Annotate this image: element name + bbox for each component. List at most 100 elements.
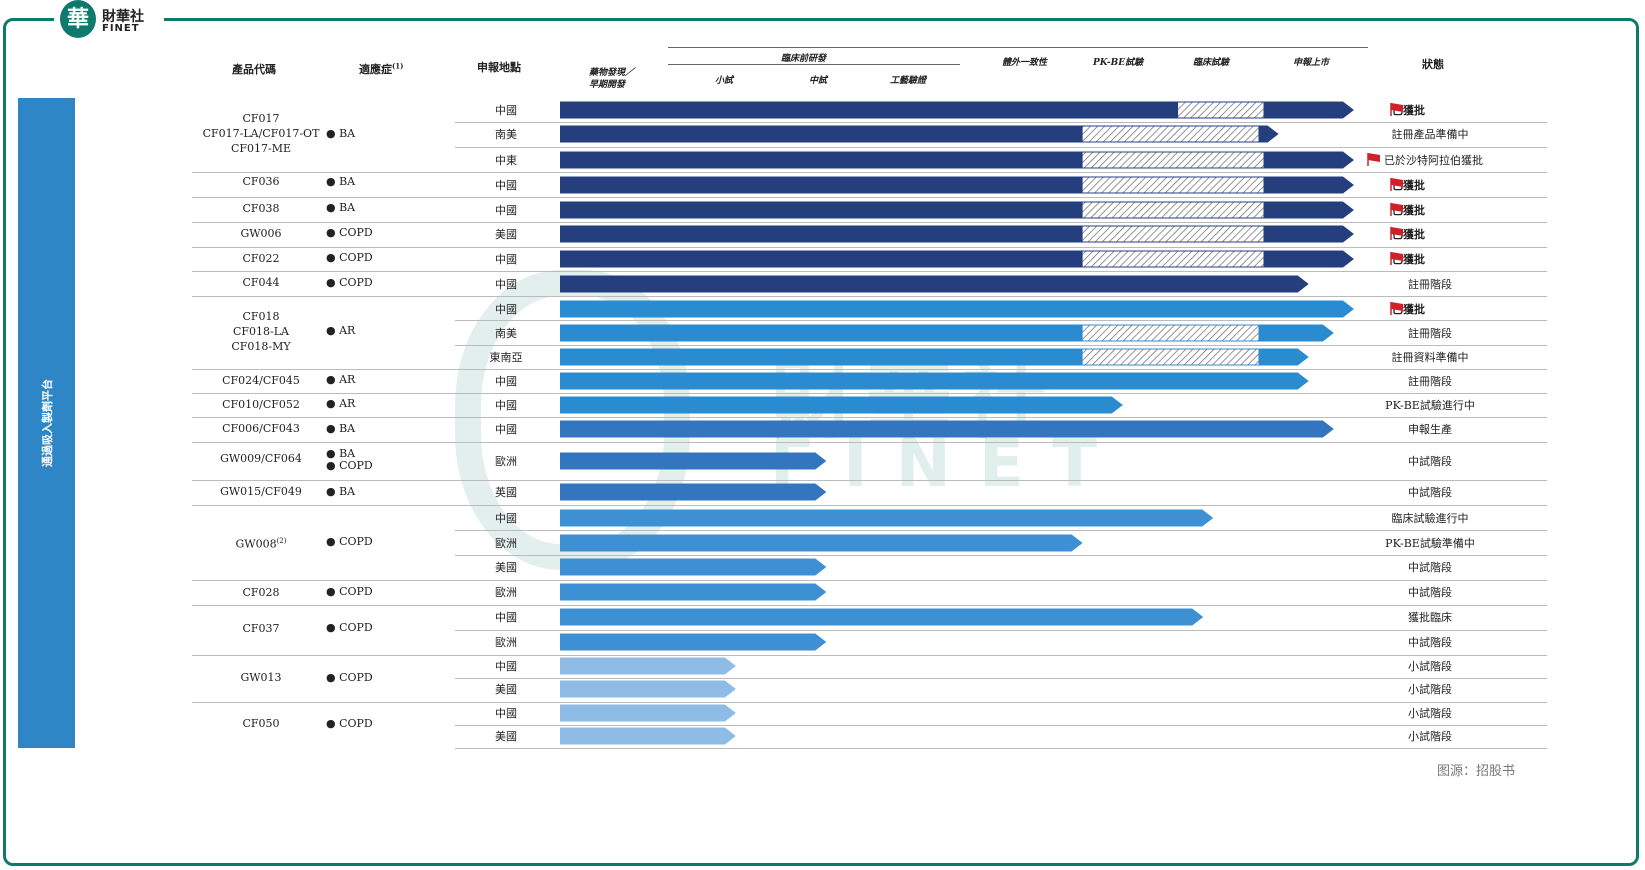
row-separator <box>455 122 1547 123</box>
product-code: CF010/CF052 <box>222 398 300 411</box>
status-label: 獲批臨床 <box>1408 611 1452 624</box>
pipeline-bar <box>560 633 827 651</box>
status-label: 註冊資料準備中 <box>1391 351 1469 364</box>
header-status: 狀態 <box>1422 58 1444 71</box>
status-label: 中試階段 <box>1408 455 1452 468</box>
row-separator <box>192 505 1547 506</box>
region-label: 東南亞 <box>489 351 523 364</box>
row-separator <box>455 678 1547 679</box>
pipeline-bar <box>560 420 1334 438</box>
indication: ● BA ● COPD <box>326 447 373 472</box>
header-product: 產品代碼 <box>232 63 276 76</box>
pipeline-bar <box>560 509 1214 527</box>
status-label: 註冊階段 <box>1408 375 1452 388</box>
status-label: 註冊產品準備中 <box>1391 128 1469 141</box>
row-separator <box>192 480 1547 481</box>
header-discovery: 藥物發現／ 早期開發 <box>589 68 635 90</box>
status-label: 臨床試驗進行中 <box>1391 512 1469 525</box>
region-label: 歐洲 <box>495 636 517 649</box>
header-filing: 申報上市 <box>1293 58 1330 68</box>
indication: ● COPD <box>326 226 373 239</box>
status-label: 中試階段 <box>1408 636 1452 649</box>
status-label: 中試階段 <box>1408 586 1452 599</box>
row-separator <box>192 369 1547 370</box>
product-code: CF017 CF017-LA/CF017-OT CF017-ME <box>202 112 320 155</box>
pipeline-bar-hatch <box>1082 126 1259 142</box>
header-pkbe: PK-BE試驗 <box>1093 58 1144 68</box>
category-dpi-label: 吸入粉霧劑 （「DPI」） <box>106 566 162 593</box>
row-separator <box>192 417 1547 418</box>
status-label: 中試階段 <box>1408 486 1452 499</box>
product-code: CF037 <box>242 622 280 635</box>
region-label: 南美 <box>495 327 517 340</box>
region-label: 歐洲 <box>495 537 517 550</box>
product-code: CF028 <box>242 586 280 599</box>
region-label: 英國 <box>495 486 517 499</box>
region-label: 美國 <box>495 683 517 696</box>
header-process: 工藝驗證 <box>890 76 927 86</box>
indication: ● BA <box>326 175 356 188</box>
header-rule-preclinical <box>668 64 960 65</box>
region-label: 中國 <box>495 204 517 217</box>
finet-logo-cn: 財華社 <box>102 9 144 25</box>
status-label: PK-BE試驗進行中 <box>1385 399 1475 412</box>
category-smi: 吸入噴霧劑 （「SMI」） <box>78 656 190 748</box>
row-separator <box>192 271 1547 272</box>
product-code: CF036 <box>242 175 280 188</box>
region-label: 中國 <box>495 423 517 436</box>
product-code: GW015/CF049 <box>220 485 302 498</box>
row-separator <box>455 725 1547 726</box>
header-indication: 適應症(1) <box>359 61 404 77</box>
row-separator <box>192 580 1547 581</box>
indication: ● COPD <box>326 251 373 264</box>
row-separator <box>192 605 1547 606</box>
pipeline-bar <box>560 101 1354 119</box>
region-label: 中國 <box>495 707 517 720</box>
category-dpi: 吸入粉霧劑 （「DPI」） <box>78 506 190 654</box>
row-separator <box>192 247 1547 248</box>
approved-flag-icon <box>1367 153 1380 166</box>
region-label: 美國 <box>495 730 517 743</box>
pipeline-bar-hatch <box>1082 325 1259 341</box>
indication: ● AR <box>326 397 356 410</box>
approved-flag-icon <box>1390 252 1403 265</box>
row-separator <box>455 345 1547 346</box>
approved-flag-icon <box>1390 178 1403 191</box>
approved-flag-icon <box>1390 103 1403 116</box>
region-label: 中國 <box>495 179 517 192</box>
pipeline-bar <box>560 558 827 576</box>
indication: ● COPD <box>326 671 373 684</box>
row-separator <box>455 320 1547 321</box>
indication: ● COPD <box>326 585 373 598</box>
region-label: 中國 <box>495 278 517 291</box>
pipeline-bar-hatch <box>1082 251 1264 267</box>
header-rule-top <box>668 47 1368 48</box>
category-mdi: 吸入氣霧劑 （「MDI」） <box>78 418 190 504</box>
header-invitro: 體外一致性 <box>1002 58 1048 68</box>
product-code-note: (2) <box>276 537 287 545</box>
pipeline-bar <box>560 704 736 722</box>
header-clinical: 臨床試驗 <box>1193 58 1230 68</box>
status-label: 中試階段 <box>1408 561 1452 574</box>
header-pilot: 小試 <box>715 76 734 86</box>
row-separator <box>192 172 1547 173</box>
source-note: 图源：招股书 <box>1437 764 1516 779</box>
product-code: GW008(2) <box>196 534 326 552</box>
status-label: 註冊階段 <box>1408 278 1452 291</box>
platform-band: 通過吸入製劑平台 <box>18 98 75 748</box>
pipeline-bar-hatch <box>1082 152 1264 168</box>
pipeline-bar <box>560 452 827 470</box>
region-label: 美國 <box>495 561 517 574</box>
pipeline-bar <box>560 396 1123 414</box>
finet-logo-mark: 華 <box>60 0 96 38</box>
region-label: 中國 <box>495 303 517 316</box>
category-nasal: 鼻噴霧劑 <box>78 297 190 416</box>
product-code: CF006/CF043 <box>222 422 300 435</box>
pipeline-bar-hatch <box>1082 226 1264 242</box>
category-mdi-label: 吸入氣霧劑 （「MDI」） <box>104 447 164 474</box>
pipeline-bar-hatch <box>1082 349 1259 365</box>
product-code: CF018 CF018-LA CF018-MY <box>231 310 291 353</box>
region-label: 歐洲 <box>495 455 517 468</box>
status-label: 申報生產 <box>1408 423 1452 436</box>
